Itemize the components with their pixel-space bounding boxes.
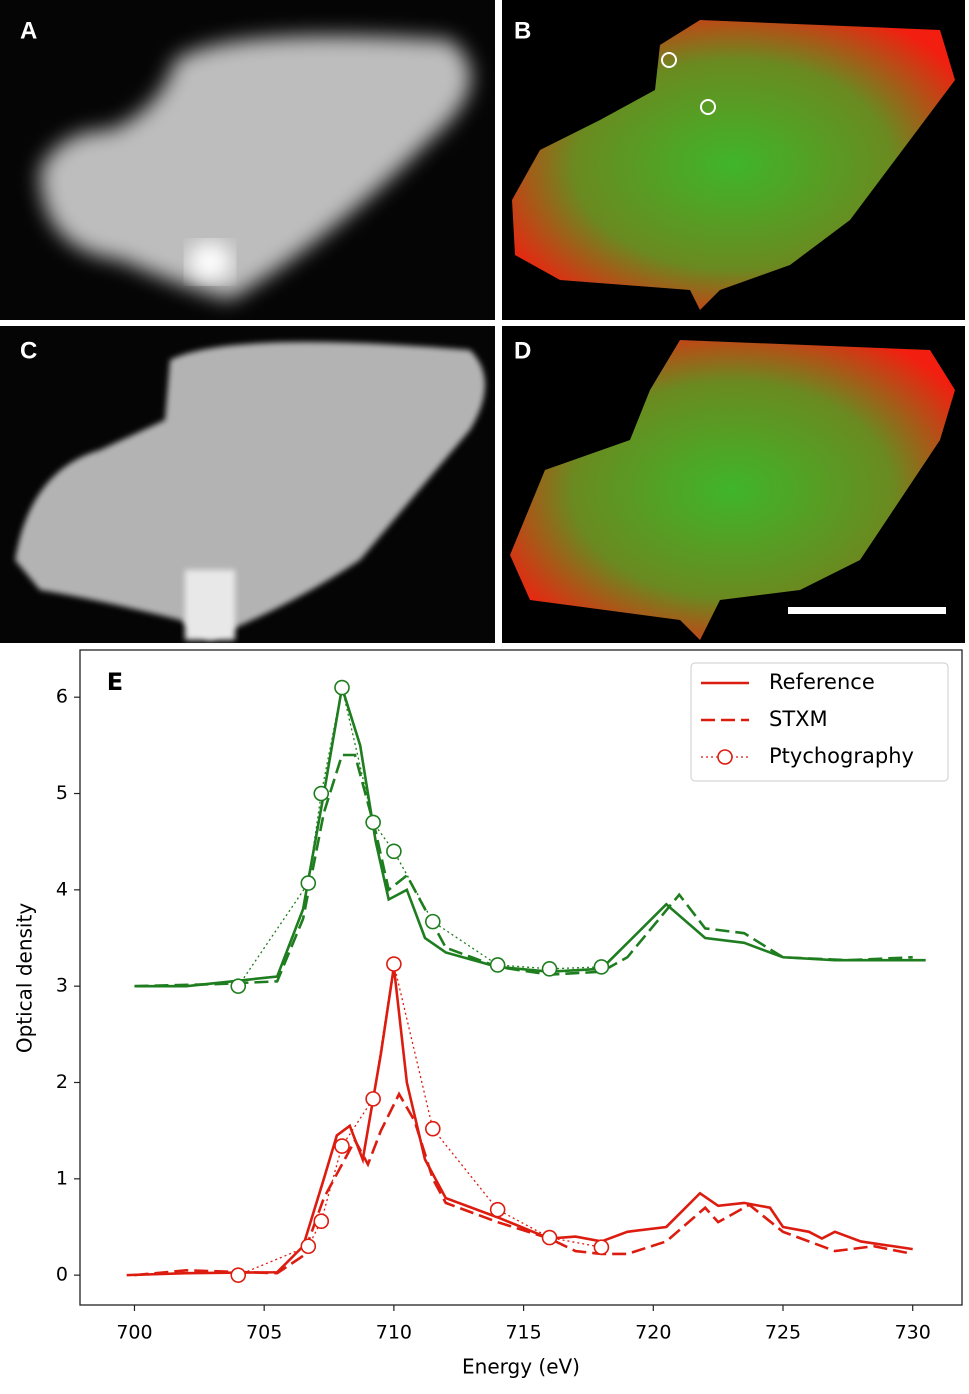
y-axis-label: Optical density — [13, 903, 37, 1053]
scale-bar — [788, 607, 946, 614]
particle-image — [15, 342, 485, 640]
data-point — [424, 913, 441, 930]
data-point — [541, 1229, 558, 1246]
data-point — [313, 1213, 330, 1229]
y-tick-label: 5 — [56, 782, 68, 804]
series-line — [237, 963, 602, 1276]
data-point — [230, 978, 247, 994]
data-point — [334, 1138, 350, 1154]
data-point — [424, 1120, 441, 1137]
y-tick-label: 6 — [56, 686, 68, 708]
data-point — [365, 814, 381, 831]
x-tick-label: 705 — [246, 1322, 282, 1344]
marker — [661, 52, 677, 68]
y-tick-label: 3 — [56, 975, 68, 997]
panel-label: D — [514, 337, 531, 364]
data-point — [593, 959, 610, 975]
series-line — [237, 687, 602, 987]
data-point — [489, 1201, 506, 1218]
series-line — [134, 1091, 913, 1277]
data-point — [334, 679, 350, 696]
particle-image — [40, 35, 471, 300]
panel-label: B — [514, 17, 531, 44]
panel-label: A — [20, 17, 37, 44]
data-point — [541, 961, 558, 977]
map-image — [512, 20, 955, 310]
map-image — [510, 340, 955, 640]
x-tick-label: 715 — [505, 1322, 541, 1344]
panel-label: C — [20, 337, 37, 364]
data-point — [386, 843, 402, 860]
data-point — [593, 1239, 610, 1256]
legend-swatch-marker — [717, 749, 733, 765]
y-tick-label: 1 — [56, 1167, 68, 1189]
data-point — [489, 957, 506, 973]
x-tick-label: 720 — [635, 1322, 671, 1344]
series-line — [134, 753, 913, 988]
data-point — [300, 1238, 317, 1255]
legend-box — [690, 662, 949, 782]
x-tick-label: 725 — [765, 1322, 801, 1344]
legend-label: Ptychography — [769, 744, 914, 768]
data-point — [300, 875, 317, 891]
x-tick-label: 700 — [116, 1322, 152, 1344]
image-panels: A B C D — [0, 0, 965, 643]
bright-spot — [188, 242, 232, 282]
legend-label: STXM — [769, 707, 828, 731]
data-point — [386, 956, 402, 972]
series-line — [134, 687, 926, 988]
x-tick-label: 730 — [895, 1322, 931, 1344]
y-tick-label: 0 — [56, 1264, 68, 1286]
data-point — [313, 785, 330, 802]
marker — [700, 99, 716, 115]
y-tick-label: 4 — [56, 878, 68, 900]
chart: E Energy (eV) Optical density 700 705 710 7… — [13, 649, 963, 1379]
x-axis-label: Energy (eV) — [462, 1355, 580, 1379]
legend-label: Reference — [769, 670, 875, 694]
data-point — [365, 1091, 381, 1107]
data-point — [230, 1267, 247, 1283]
panel-label: E — [107, 668, 123, 696]
x-tick-label: 710 — [376, 1322, 412, 1344]
y-tick-label: 2 — [56, 1071, 68, 1093]
bright-spot — [185, 570, 235, 640]
